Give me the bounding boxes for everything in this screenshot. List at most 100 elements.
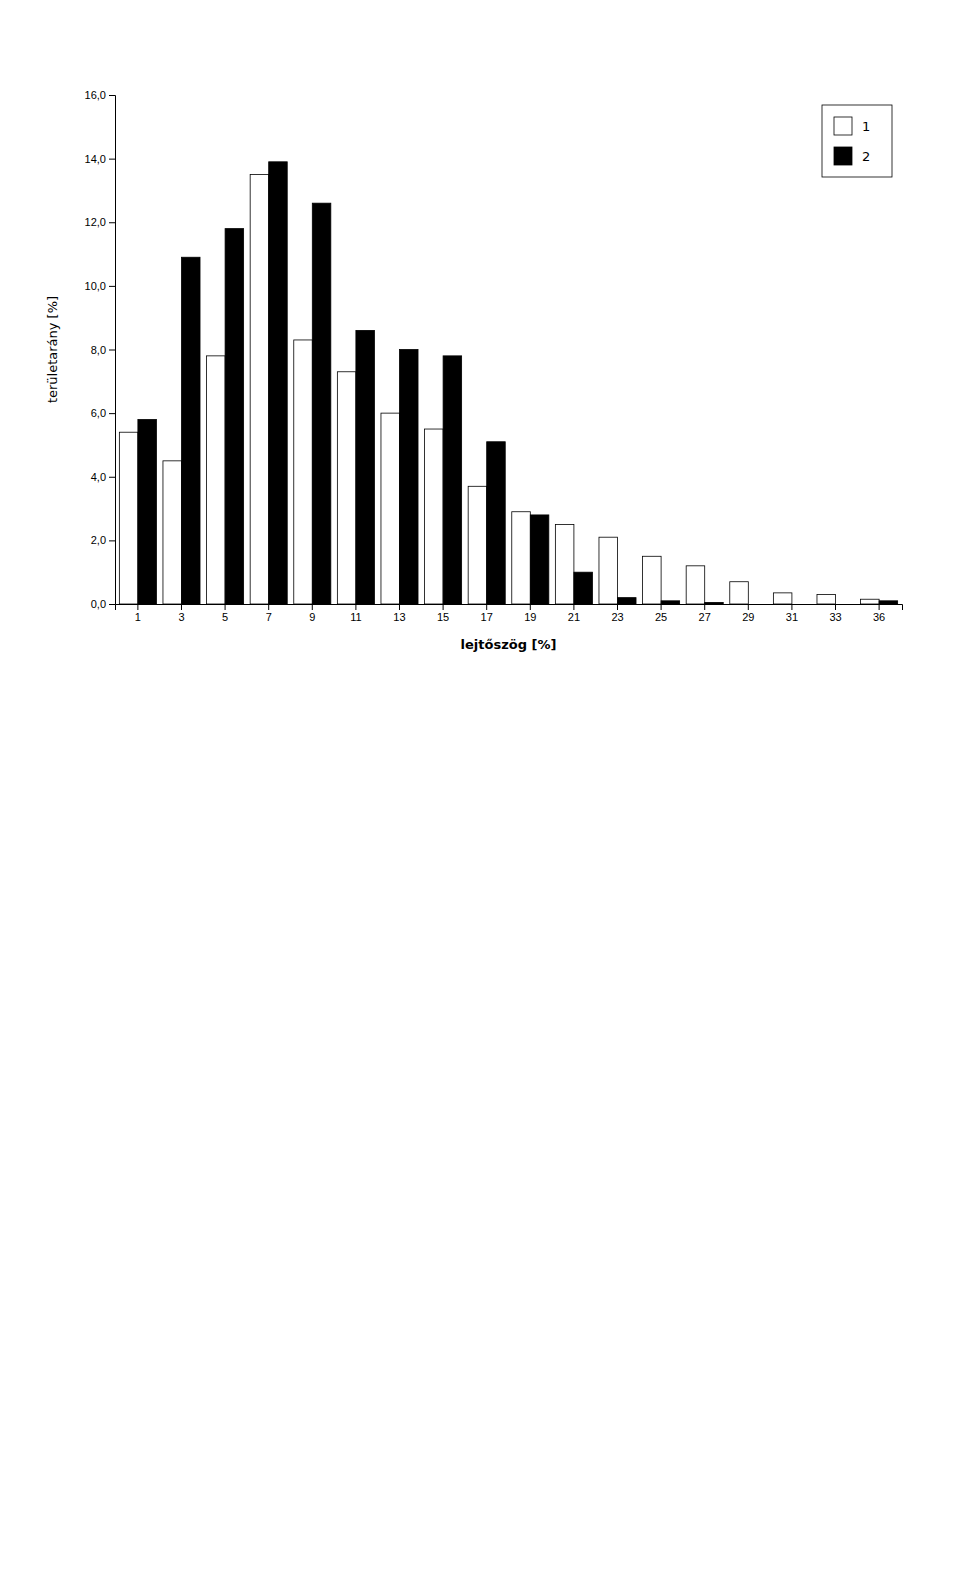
legend-frame <box>822 105 892 177</box>
x-tick: 13 <box>393 604 405 623</box>
y-tick-label: 10,0 <box>85 280 106 292</box>
y-tick-label: 14,0 <box>85 153 106 165</box>
x-tick-label: 5 <box>222 611 228 623</box>
bar <box>337 372 356 604</box>
y-tick-label: 0,0 <box>91 598 106 610</box>
x-tick: 15 <box>437 604 449 623</box>
x-tick-mark <box>268 604 269 610</box>
bar <box>181 257 200 604</box>
x-tick-mark <box>617 604 618 610</box>
y-tick-mark <box>109 95 115 96</box>
y-tick-mark <box>109 540 115 541</box>
x-tick: 9 <box>309 604 315 623</box>
bar <box>468 486 487 604</box>
x-tick: 5 <box>222 604 228 623</box>
axis-domain <box>116 605 903 611</box>
y-tick: 4,0 <box>91 471 115 483</box>
bar <box>207 356 226 604</box>
bar <box>817 594 836 604</box>
legend-item: 1 <box>834 117 870 135</box>
x-tick-label: 13 <box>393 611 405 623</box>
x-tick: 31 <box>786 604 798 623</box>
x-tick-mark <box>704 604 705 610</box>
y-tick-mark <box>109 350 115 351</box>
chart-svg: 13579111315171921232527293133360,02,04,0… <box>0 0 960 1590</box>
x-tick: 7 <box>266 604 272 623</box>
x-tick-label: 31 <box>786 611 798 623</box>
bar <box>138 419 157 604</box>
x-tick-mark <box>225 604 226 610</box>
bar <box>119 432 138 604</box>
bar-series <box>138 162 898 604</box>
x-tick: 33 <box>829 604 841 623</box>
x-tick-label: 15 <box>437 611 449 623</box>
bar <box>555 524 574 604</box>
x-tick-mark <box>312 604 313 610</box>
bar <box>792 604 811 605</box>
bar <box>599 537 618 604</box>
x-tick-label: 9 <box>309 611 315 623</box>
x-tick-mark <box>355 604 356 610</box>
x-tick-label: 3 <box>178 611 184 623</box>
x-tick: 1 <box>135 604 141 623</box>
y-tick-mark <box>109 286 115 287</box>
y-tick-label: 8,0 <box>91 344 106 356</box>
x-tick-label: 17 <box>481 611 493 623</box>
y-tick-mark <box>109 604 115 605</box>
legend-label: 1 <box>862 119 870 134</box>
bars <box>119 162 897 604</box>
y-tick-label: 4,0 <box>91 471 106 483</box>
x-tick-mark <box>573 604 574 610</box>
bar <box>773 593 792 604</box>
y-tick-mark <box>109 222 115 223</box>
x-tick-mark <box>661 604 662 610</box>
y-tick-mark <box>109 477 115 478</box>
x-tick: 29 <box>742 604 754 623</box>
bar <box>705 602 724 604</box>
x-tick-mark <box>791 604 792 610</box>
x-axis: 1357911131517192123252729313336 <box>116 604 903 623</box>
bar <box>661 601 680 604</box>
bar <box>425 429 444 604</box>
bar-series <box>119 175 879 604</box>
y-tick-label: 16,0 <box>85 89 106 101</box>
bar <box>163 461 182 604</box>
y-tick: 16,0 <box>85 89 115 101</box>
x-tick: 27 <box>699 604 711 623</box>
x-tick-label: 11 <box>350 611 361 623</box>
y-tick: 12,0 <box>85 216 115 228</box>
x-tick-mark <box>181 604 182 610</box>
x-tick-label: 29 <box>742 611 754 623</box>
x-tick-label: 23 <box>611 611 623 623</box>
x-tick-label: 1 <box>135 611 141 623</box>
x-tick-mark <box>748 604 749 610</box>
x-tick-mark <box>486 604 487 610</box>
legend: 12 <box>822 105 892 177</box>
x-tick-label: 7 <box>266 611 272 623</box>
plot-area: 13579111315171921232527293133360,02,04,0… <box>45 89 903 652</box>
y-tick-label: 2,0 <box>91 534 106 546</box>
y-tick-mark <box>109 413 115 414</box>
bar <box>312 203 331 604</box>
x-tick-label: 27 <box>699 611 711 623</box>
y-tick: 6,0 <box>91 407 115 419</box>
x-tick: 36 <box>873 604 885 623</box>
y-axis: 0,0 2,0 4,0 6,0 8,0 10,0 12,0 14,0 16,0 <box>85 89 116 610</box>
y-tick-mark <box>109 159 115 160</box>
bar <box>512 512 531 604</box>
bar <box>618 598 637 604</box>
y-tick: 10,0 <box>85 280 115 292</box>
y-tick: 2,0 <box>91 534 115 546</box>
bar <box>686 566 705 604</box>
x-tick-mark <box>399 604 400 610</box>
x-tick: 3 <box>178 604 184 623</box>
bar <box>643 556 662 604</box>
bar <box>399 350 418 605</box>
x-tick-label: 19 <box>524 611 536 623</box>
x-tick: 19 <box>524 604 536 623</box>
y-tick-label: 6,0 <box>91 407 106 419</box>
x-tick-label: 36 <box>873 611 885 623</box>
x-tick-label: 21 <box>568 611 580 623</box>
bar <box>356 330 375 604</box>
bar <box>487 442 506 604</box>
